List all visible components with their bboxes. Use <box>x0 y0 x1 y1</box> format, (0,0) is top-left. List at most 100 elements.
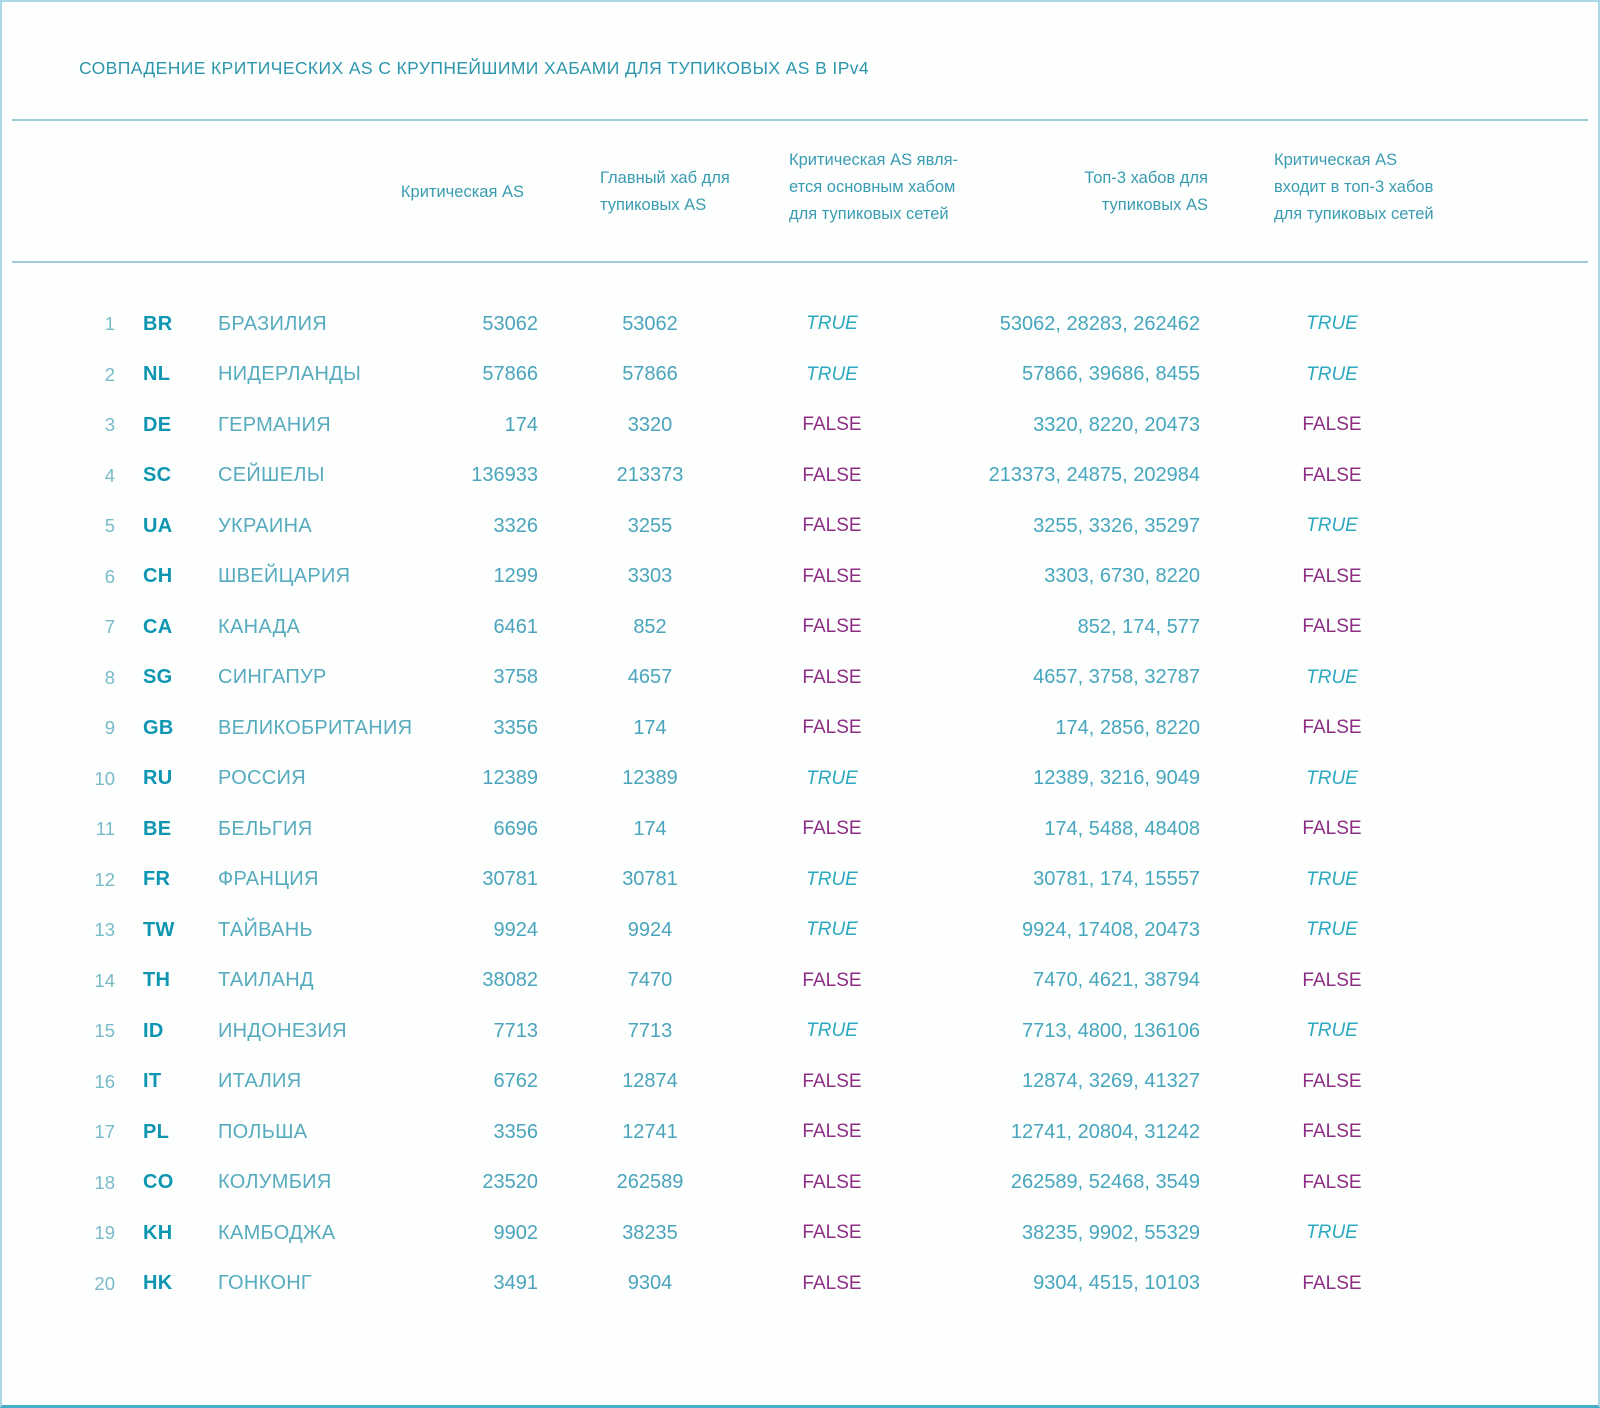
row-rank: 12 <box>94 868 115 890</box>
main-hub-value: 262589 <box>616 1171 684 1194</box>
row-rank: 5 <box>104 515 115 537</box>
country-name: УКРАИНА <box>218 514 312 537</box>
table-row: 16 IT ИТАЛИЯ 6762 12874 FALSE 12874, 3269, 413… <box>2 1057 1598 1108</box>
top3-hubs-value: 7470, 4621, 38794 <box>1033 969 1200 992</box>
column-header-in-top3: Критическая AS входит в топ-3 хабов для … <box>1274 151 1434 223</box>
row-rank: 8 <box>104 666 115 688</box>
is-main-hub-flag: FALSE <box>802 616 862 638</box>
is-main-hub-flag: TRUE <box>806 313 858 335</box>
in-top3-flag: TRUE <box>1306 1222 1358 1244</box>
main-hub-value: 30781 <box>622 868 678 891</box>
row-rank: 15 <box>94 1020 115 1042</box>
main-hub-value: 53062 <box>622 312 678 335</box>
table-row: 13 TW ТАЙВАНЬ 9924 9924 TRUE 9924, 17408, 2047… <box>2 905 1598 956</box>
row-rank: 17 <box>94 1121 115 1143</box>
table-row: 3 DE ГЕРМАНИЯ 174 3320 FALSE 3320, 8220, 20473… <box>2 400 1598 451</box>
main-hub-value: 852 <box>633 615 667 638</box>
critical-as-value: 3356 <box>493 716 539 739</box>
in-top3-flag: TRUE <box>1306 666 1358 688</box>
in-top3-flag: TRUE <box>1306 868 1358 890</box>
in-top3-flag: FALSE <box>1302 969 1362 991</box>
top3-hubs-value: 53062, 28283, 262462 <box>999 312 1200 335</box>
top3-hubs-value: 3303, 6730, 8220 <box>1044 565 1200 588</box>
is-main-hub-flag: FALSE <box>802 1070 862 1092</box>
country-code: BE <box>143 817 172 840</box>
row-rank: 14 <box>94 969 115 991</box>
page-title: СОВПАДЕНИЕ КРИТИЧЕСКИХ AS С КРУПНЕЙШИМИ … <box>79 58 870 78</box>
table-row: 18 CO КОЛУМБИЯ 23520 262589 FALSE 262589, 5246… <box>2 1158 1598 1209</box>
main-hub-value: 12874 <box>622 1070 678 1093</box>
country-code: TW <box>143 918 175 941</box>
main-hub-value: 174 <box>633 817 667 840</box>
table-row: 11 BE БЕЛЬГИЯ 6696 174 FALSE 174, 5488, 48408 F… <box>2 804 1598 855</box>
country-name: РОССИЯ <box>218 767 306 790</box>
country-name: ИТАЛИЯ <box>218 1070 302 1093</box>
is-main-hub-flag: FALSE <box>802 818 862 840</box>
table-row: 9 GB ВЕЛИКОБРИТАНИЯ 3356 174 FALSE 174, 2856, … <box>2 703 1598 754</box>
is-main-hub-flag: FALSE <box>802 1121 862 1143</box>
is-main-hub-flag: FALSE <box>802 464 862 486</box>
in-top3-flag: TRUE <box>1306 313 1358 335</box>
country-code: KH <box>143 1221 173 1244</box>
table-row: 7 CA КАНАДА 6461 852 FALSE 852, 174, 577 FALSE <box>2 602 1598 653</box>
critical-as-value: 9902 <box>493 1221 539 1244</box>
critical-as-value: 6696 <box>493 817 539 840</box>
column-header-top3-hubs: Топ-3 хабов для тупиковых AS <box>1084 169 1208 214</box>
country-code: GB <box>143 716 174 739</box>
top3-hubs-value: 852, 174, 577 <box>1077 615 1200 638</box>
main-hub-value: 57866 <box>622 363 678 386</box>
column-header-critical-as: Критическая AS <box>400 183 524 201</box>
main-hub-value: 7470 <box>627 969 673 992</box>
main-hub-value: 174 <box>633 716 667 739</box>
row-rank: 4 <box>104 464 115 486</box>
table-row: 14 TH ТАИЛАНД 38082 7470 FALSE 7470, 4621, 387… <box>2 956 1598 1007</box>
row-rank: 6 <box>104 565 115 587</box>
main-hub-value: 9304 <box>627 1272 673 1295</box>
top3-hubs-value: 9924, 17408, 20473 <box>1022 918 1200 941</box>
country-code: CA <box>143 615 173 638</box>
country-name: ПОЛЬША <box>218 1120 308 1143</box>
main-hub-value: 12389 <box>622 767 678 790</box>
row-rank: 19 <box>94 1222 115 1244</box>
country-name: ТАИЛАНД <box>218 969 314 992</box>
in-top3-flag: TRUE <box>1306 767 1358 789</box>
top3-hubs-value: 4657, 3758, 32787 <box>1033 666 1200 689</box>
is-main-hub-flag: TRUE <box>806 868 858 890</box>
in-top3-flag: TRUE <box>1306 1020 1358 1042</box>
in-top3-flag: FALSE <box>1302 1121 1362 1143</box>
in-top3-flag: FALSE <box>1302 1171 1362 1193</box>
country-name: СИНГАПУР <box>218 666 327 689</box>
row-rank: 1 <box>104 313 115 335</box>
country-code: RU <box>143 767 173 790</box>
country-code: CH <box>143 565 173 588</box>
in-top3-flag: FALSE <box>1302 565 1362 587</box>
is-main-hub-flag: FALSE <box>802 414 862 436</box>
country-code: SG <box>143 666 173 689</box>
top3-hubs-value: 262589, 52468, 3549 <box>1010 1171 1200 1194</box>
table-row: 12 FR ФРАНЦИЯ 30781 30781 TRUE 30781, 174, 155… <box>2 855 1598 906</box>
country-name: БЕЛЬГИЯ <box>218 817 313 840</box>
top3-hubs-value: 174, 2856, 8220 <box>1055 716 1200 739</box>
is-main-hub-flag: FALSE <box>802 1222 862 1244</box>
country-name: КАНАДА <box>218 615 301 638</box>
table-row: 20 HK ГОНКОНГ 3491 9304 FALSE 9304, 4515, 1010… <box>2 1259 1598 1310</box>
critical-as-value: 9924 <box>493 918 539 941</box>
row-rank: 20 <box>94 1272 115 1294</box>
row-rank: 3 <box>104 414 115 436</box>
country-name: ТАЙВАНЬ <box>218 918 313 941</box>
top3-hubs-value: 12389, 3216, 9049 <box>1033 767 1200 790</box>
country-name: ФРАНЦИЯ <box>218 868 319 891</box>
critical-as-value: 3356 <box>493 1120 539 1143</box>
country-code: ID <box>143 1019 164 1042</box>
is-main-hub-flag: FALSE <box>802 1171 862 1193</box>
table-header: Критическая AS Главный хаб для тупиковых… <box>12 119 1588 263</box>
country-code: BR <box>143 312 173 335</box>
country-name: ШВЕЙЦАРИЯ <box>218 565 351 588</box>
critical-as-value: 7713 <box>493 1019 539 1042</box>
country-code: DE <box>143 413 172 436</box>
table-row: 6 CH ШВЕЙЦАРИЯ 1299 3303 FALSE 3303, 6730, 822… <box>2 552 1598 603</box>
is-main-hub-flag: TRUE <box>806 363 858 385</box>
critical-as-value: 23520 <box>482 1171 538 1194</box>
is-main-hub-flag: FALSE <box>802 666 862 688</box>
country-code: IT <box>143 1070 162 1093</box>
